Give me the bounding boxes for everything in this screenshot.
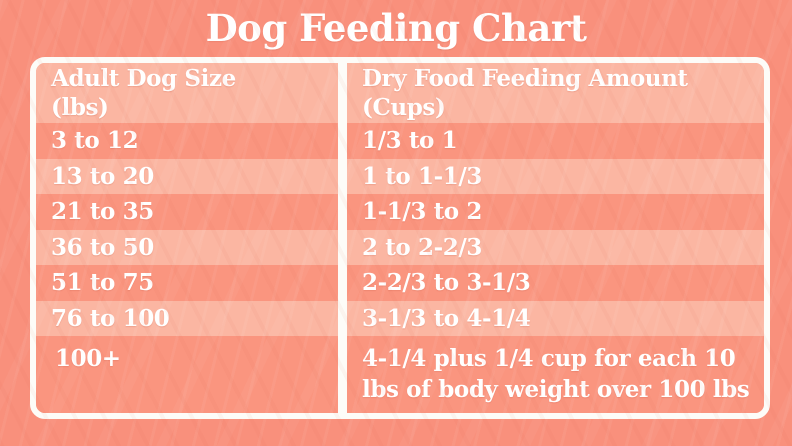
amount-cell: 2-2/3 to 3-1/3 xyxy=(347,265,764,301)
feeding-amount-column-header: Dry Food Feeding Amount (Cups) xyxy=(347,63,764,123)
feeding-chart-table: Adult Dog Size (lbs) 3 to 12 13 to 20 21… xyxy=(30,57,770,419)
feeding-amount-column: Dry Food Feeding Amount (Cups) 1/3 to 1 … xyxy=(347,63,764,413)
dog-size-column: Adult Dog Size (lbs) 3 to 12 13 to 20 21… xyxy=(36,63,338,413)
amount-cell: 1/3 to 1 xyxy=(347,123,764,159)
amount-cell: 4-1/4 plus 1/4 cup for each 10 lbs of bo… xyxy=(347,336,764,413)
column-divider xyxy=(338,63,347,413)
dog-size-header-line1: Adult Dog Size xyxy=(51,65,236,92)
feeding-amount-header-line2: (Cups) xyxy=(362,94,446,121)
amount-cell: 1 to 1-1/3 xyxy=(347,158,764,194)
dog-size-column-header: Adult Dog Size (lbs) xyxy=(36,63,338,123)
page-title: Dog Feeding Chart xyxy=(205,6,587,50)
amount-cell: 1-1/3 to 2 xyxy=(347,194,764,230)
size-cell: 76 to 100 xyxy=(36,300,338,336)
size-cell: 36 to 50 xyxy=(36,229,338,265)
size-cell: 21 to 35 xyxy=(36,194,338,230)
size-cell: 100+ xyxy=(36,336,338,413)
size-cell: 13 to 20 xyxy=(36,158,338,194)
amount-cell: 3-1/3 to 4-1/4 xyxy=(347,300,764,336)
size-cell: 51 to 75 xyxy=(36,265,338,301)
amount-cell: 2 to 2-2/3 xyxy=(347,229,764,265)
feeding-amount-header-line1: Dry Food Feeding Amount xyxy=(362,65,688,92)
size-cell: 3 to 12 xyxy=(36,123,338,159)
dog-size-header-line2: (lbs) xyxy=(51,94,109,121)
